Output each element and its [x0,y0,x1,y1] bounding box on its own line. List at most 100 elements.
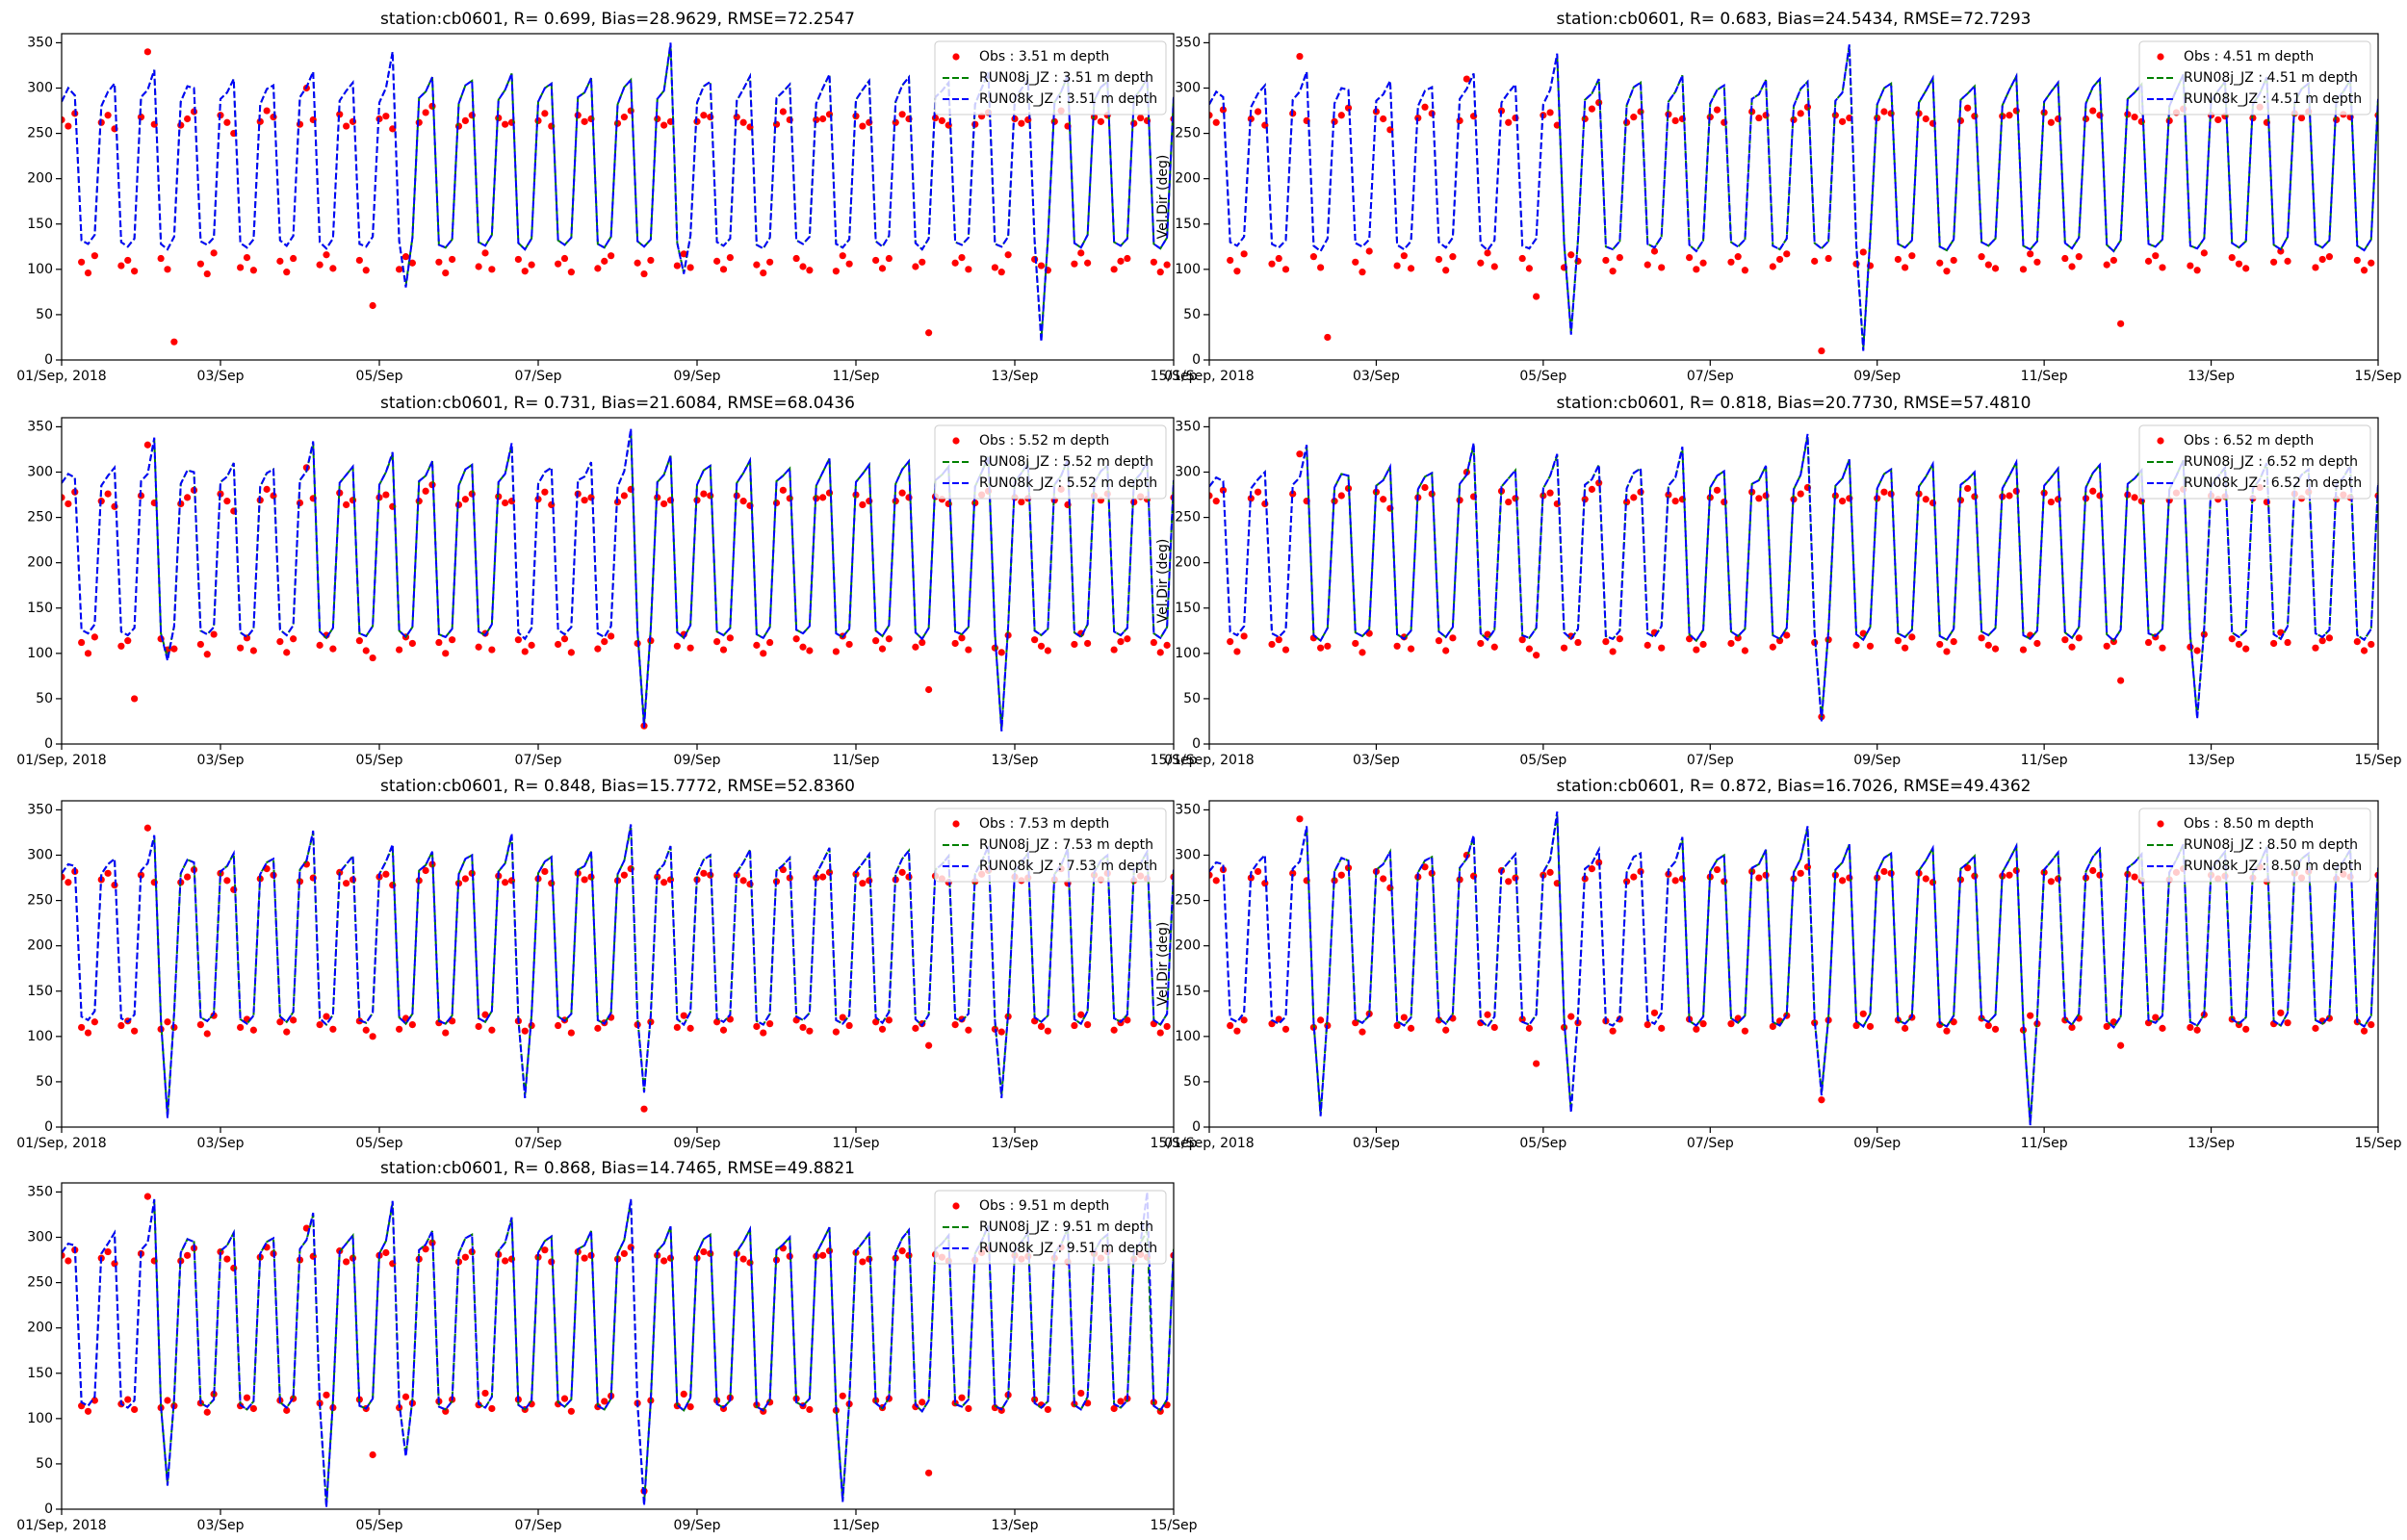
obs-point [2228,635,2236,643]
obs-point [2312,264,2319,271]
x-tick-label: 15/Sep [1151,1518,1198,1533]
obs-point [2006,871,2013,879]
obs-point [2117,320,2125,327]
obs-point [587,494,595,501]
obs-point [819,1251,827,1259]
y-tick-label: 150 [27,1366,53,1381]
obs-point [1490,1023,1498,1032]
obs-point [177,121,185,129]
x-tick-label: 05/Sep [356,369,403,384]
obs-point [608,252,615,260]
obs-point [1518,636,1526,644]
obs-point [680,1012,687,1019]
obs-point [84,270,92,277]
x-tick-label: 01/Sep, 2018 [16,1518,106,1533]
obs-point [1240,632,1248,640]
plot-area [62,42,1174,346]
obs-point [885,254,893,263]
x-tick-label: 01/Sep, 2018 [16,1136,106,1151]
obs-point [885,1016,893,1024]
obs-point [2103,261,2110,269]
obs-point [137,871,145,879]
obs-point [283,269,291,276]
obs-point [1991,265,2000,272]
obs-point [1950,256,1957,265]
obs-point [502,499,509,507]
obs-point [481,1011,489,1018]
legend: Obs : 5.52 m depth RUN08j_JZ : 5.52 m dep… [934,424,1167,500]
y-tick-label: 300 [27,465,53,480]
obs-point [2360,647,2368,654]
obs-point [660,879,668,886]
y-tick-label: 100 [27,646,53,661]
obs-point [488,266,496,273]
x-tick-label: 01/Sep, 2018 [16,753,106,768]
obs-point [1943,1027,1951,1035]
obs-point [1971,113,1979,120]
obs-point [1693,1025,1700,1033]
obs-point [760,270,767,277]
obs-point [2019,646,2028,654]
x-tick-label: 03/Sep [197,753,245,768]
obs-point [2047,498,2055,506]
obs-point [210,1012,218,1019]
x-tick-label: 13/Sep [2187,753,2235,768]
obs-point [1637,108,1644,116]
obs-point [1693,266,1700,273]
obs-point [1337,871,1345,879]
obs-point [1525,265,1534,272]
obs-point [104,490,112,498]
obs-point [1964,864,1972,872]
obs-point [1699,259,1707,267]
obs-point [2061,636,2069,644]
obs-point [760,650,767,657]
obs-point [131,1405,139,1414]
obs-point [2131,494,2138,501]
obs-point [1991,1025,2000,1033]
obs-point [1964,104,1972,112]
obs-point [2312,644,2319,652]
x-tick-label: 15/Sep [2355,369,2402,384]
obs-point [1150,258,1157,266]
obs-point [997,1028,1005,1036]
y-tick-label: 200 [27,1321,53,1336]
obs-point [1281,1025,1290,1033]
obs-point [131,268,139,275]
legend-label: RUN08j_JZ : 4.51 m depth [2184,70,2358,86]
obs-point [1894,637,1902,645]
y-tick-label: 150 [27,601,53,616]
obs-point [1484,249,1491,257]
obs-point [1852,1021,1860,1030]
obs-point [1838,498,1847,505]
legend-label: Obs : 4.51 m depth [2184,49,2314,64]
obs-point [65,879,72,886]
obs-point [713,257,721,265]
obs-point [1110,1026,1118,1034]
obs-point [541,867,549,876]
obs-point [1567,251,1575,259]
obs-point [746,881,754,888]
obs-point [296,120,304,128]
legend-marker [952,820,960,828]
legend-label: Obs : 5.52 m depth [979,433,1109,449]
obs-point [2152,252,2160,260]
obs-point [1741,647,1749,654]
obs-point [997,269,1005,276]
obs-point [316,1020,324,1029]
y-tick-label: 300 [27,81,53,96]
x-tick-label: 07/Sep [515,753,562,768]
obs-point [203,651,211,658]
obs-point [1156,269,1164,276]
obs-point [1950,637,1957,646]
y-tick-label: 300 [27,1230,53,1245]
obs-point [461,1253,469,1261]
y-tick-label: 300 [1175,465,1201,480]
obs-point [601,257,608,265]
obs-point [521,1027,529,1035]
obs-point [223,498,231,505]
obs-point [1650,1009,1659,1016]
x-tick-label: 09/Sep [674,753,721,768]
obs-point [461,875,469,883]
legend-marker [2157,437,2164,445]
